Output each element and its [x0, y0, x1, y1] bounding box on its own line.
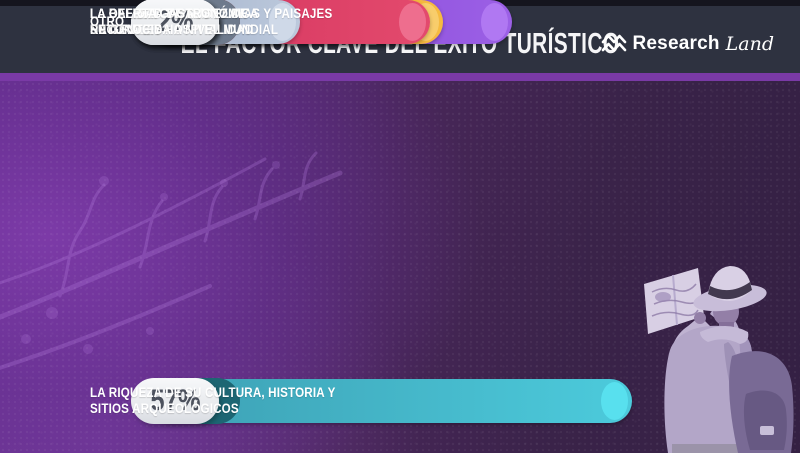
bar-row-beaches: 22% LA BELLEZA DE SUS PLAYAS Y PAISAJES …: [0, 0, 800, 45]
branch-texture: [0, 151, 343, 370]
bar-label: LA BELLEZA DE SUS PLAYAS Y PAISAJES NATU…: [90, 5, 333, 37]
bar-end-cap: [269, 3, 296, 41]
brand-name: Research: [632, 33, 720, 54]
bar-label: LA OFERTA GASTRONÓMICA RECONOCIDA A NIVE…: [90, 5, 279, 37]
bar-end-cap: [601, 382, 628, 420]
bar-end-cap: [399, 3, 426, 41]
percent-pill: 57%: [131, 378, 219, 424]
double-wave-icon: [601, 33, 627, 55]
percent-value: 2%: [156, 5, 193, 38]
percent-pill: 2%: [131, 0, 219, 45]
bar-row-culture: 57% LA RIQUEZA DE SU CULTURA, HISTORIA Y…: [0, 378, 800, 424]
bar-end-cap: [481, 3, 508, 41]
bar-row-other: 2% OTRO: [0, 0, 800, 45]
brand-logo: Research Land: [601, 33, 774, 55]
bar-label: LA RIQUEZA DE SU CULTURA, HISTORIA Y SIT…: [90, 384, 336, 416]
bar-label: OTRO: [90, 13, 125, 29]
bar-label: LA CALIDAD Y CALIDEZ DE SU GENTE Y HOSPI…: [90, 5, 254, 37]
accent-strip: [0, 73, 800, 81]
brand-name-script: Land: [725, 33, 774, 55]
percent-value: 57%: [150, 384, 200, 417]
